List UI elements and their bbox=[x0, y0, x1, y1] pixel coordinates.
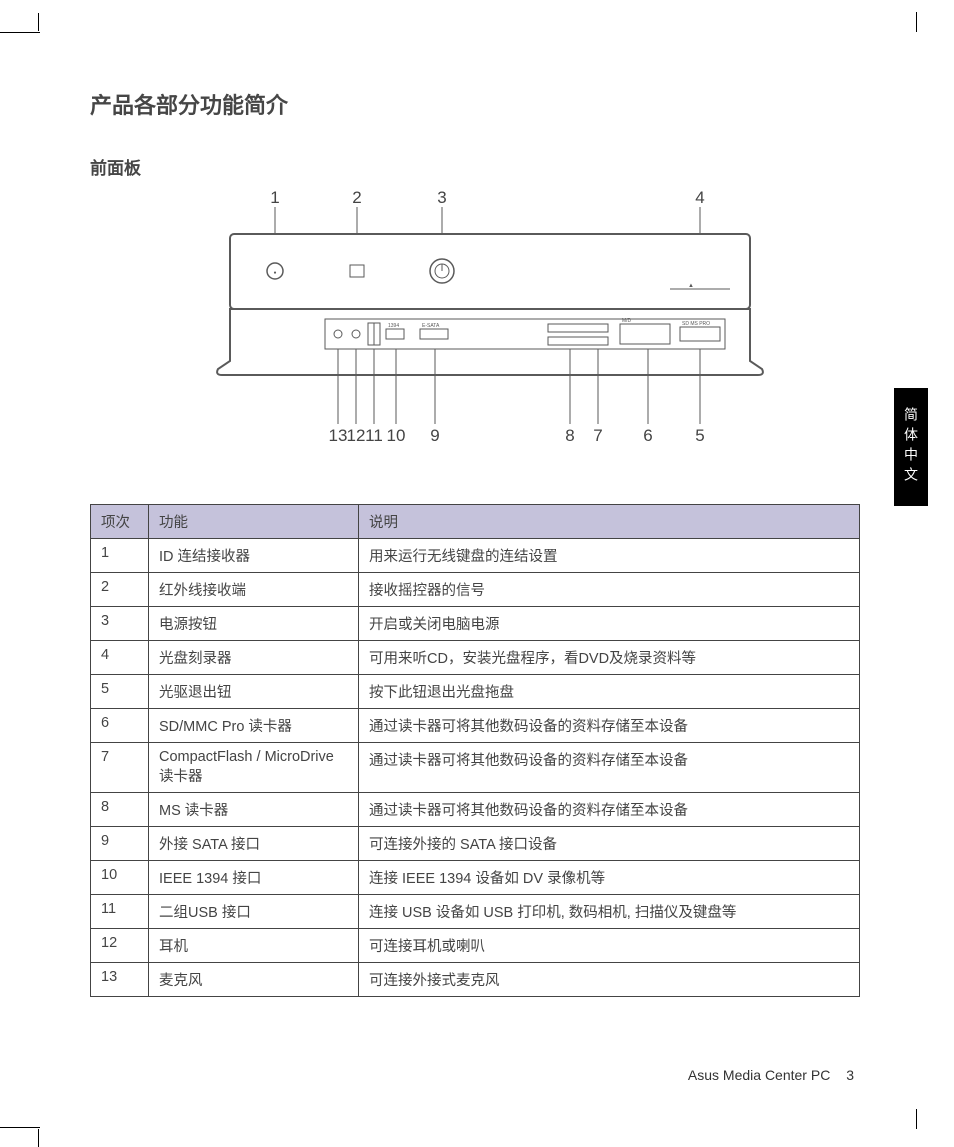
cell-description: 通过读卡器可将其他数码设备的资料存储至本设备 bbox=[359, 743, 860, 793]
crop-mark-tr bbox=[916, 12, 918, 32]
svg-text:1394: 1394 bbox=[388, 323, 399, 329]
crop-mark-br bbox=[916, 1109, 918, 1129]
cell-description: 接收摇控器的信号 bbox=[359, 573, 860, 607]
cell-description: 连接 USB 设备如 USB 打印机, 数码相机, 扫描仪及键盘等 bbox=[359, 895, 860, 929]
cell-function: 光驱退出钮 bbox=[149, 675, 359, 709]
cell-description: 开启或关闭电脑电源 bbox=[359, 607, 860, 641]
table-row: 8MS 读卡器通过读卡器可将其他数码设备的资料存储至本设备 bbox=[91, 793, 860, 827]
cell-function: 麦克风 bbox=[149, 963, 359, 997]
table-header-index: 项次 bbox=[91, 505, 149, 539]
cell-function: 外接 SATA 接口 bbox=[149, 827, 359, 861]
table-row: 13麦克风可连接外接式麦克风 bbox=[91, 963, 860, 997]
section-title: 产品各部分功能简介 bbox=[90, 88, 860, 120]
cell-function: IEEE 1394 接口 bbox=[149, 861, 359, 895]
svg-text:5: 5 bbox=[695, 426, 704, 445]
table-row: 11二组USB 接口连接 USB 设备如 USB 打印机, 数码相机, 扫描仪及… bbox=[91, 895, 860, 929]
svg-text:11: 11 bbox=[365, 426, 383, 445]
crop-mark-bl bbox=[0, 1127, 40, 1129]
cell-index: 11 bbox=[91, 895, 149, 929]
cell-description: 通过读卡器可将其他数码设备的资料存储至本设备 bbox=[359, 793, 860, 827]
svg-text:M/D: M/D bbox=[622, 318, 632, 324]
svg-text:13: 13 bbox=[329, 426, 348, 445]
svg-text:E-SATA: E-SATA bbox=[422, 323, 440, 329]
footer-product: Asus Media Center PC bbox=[688, 1067, 830, 1083]
svg-text:12: 12 bbox=[347, 426, 366, 445]
cell-index: 13 bbox=[91, 963, 149, 997]
cell-function: MS 读卡器 bbox=[149, 793, 359, 827]
cell-function: 二组USB 接口 bbox=[149, 895, 359, 929]
language-tab: 简体中文 bbox=[894, 388, 928, 506]
svg-text:6: 6 bbox=[643, 426, 652, 445]
cell-description: 按下此钮退出光盘拖盘 bbox=[359, 675, 860, 709]
svg-text:4: 4 bbox=[695, 189, 704, 207]
cell-description: 通过读卡器可将其他数码设备的资料存储至本设备 bbox=[359, 709, 860, 743]
cell-function: 电源按钮 bbox=[149, 607, 359, 641]
cell-index: 2 bbox=[91, 573, 149, 607]
table-row: 3电源按钮开启或关闭电脑电源 bbox=[91, 607, 860, 641]
cell-index: 7 bbox=[91, 743, 149, 793]
table-row: 6SD/MMC Pro 读卡器通过读卡器可将其他数码设备的资料存储至本设备 bbox=[91, 709, 860, 743]
cell-index: 1 bbox=[91, 539, 149, 573]
cell-description: 可连接耳机或喇叭 bbox=[359, 929, 860, 963]
cell-index: 5 bbox=[91, 675, 149, 709]
table-header-function: 功能 bbox=[149, 505, 359, 539]
table-header-description: 说明 bbox=[359, 505, 860, 539]
page-number: 3 bbox=[846, 1067, 854, 1083]
page-content: 产品各部分功能简介 前面板 1234●▲1394E-SATAM/DSD MS P… bbox=[90, 88, 860, 997]
front-panel-diagram: 1234●▲1394E-SATAM/DSD MS PRO131211109876… bbox=[210, 189, 770, 454]
svg-text:●: ● bbox=[273, 270, 276, 276]
cell-function: SD/MMC Pro 读卡器 bbox=[149, 709, 359, 743]
cell-function: CompactFlash / MicroDrive 读卡器 bbox=[149, 743, 359, 793]
cell-index: 8 bbox=[91, 793, 149, 827]
cell-function: ID 连结接收器 bbox=[149, 539, 359, 573]
crop-mark-tl bbox=[0, 32, 40, 34]
table-row: 4光盘刻录器可用来听CD，安装光盘程序，看DVD及烧录资料等 bbox=[91, 641, 860, 675]
cell-index: 10 bbox=[91, 861, 149, 895]
svg-text:9: 9 bbox=[430, 426, 439, 445]
cell-index: 12 bbox=[91, 929, 149, 963]
svg-text:2: 2 bbox=[352, 189, 361, 207]
table-row: 9外接 SATA 接口可连接外接的 SATA 接口设备 bbox=[91, 827, 860, 861]
sub-title: 前面板 bbox=[90, 154, 860, 179]
svg-text:1: 1 bbox=[270, 189, 279, 207]
cell-description: 可用来听CD，安装光盘程序，看DVD及烧录资料等 bbox=[359, 641, 860, 675]
cell-description: 可连接外接的 SATA 接口设备 bbox=[359, 827, 860, 861]
cell-index: 4 bbox=[91, 641, 149, 675]
svg-text:3: 3 bbox=[437, 189, 446, 207]
table-row: 10IEEE 1394 接口连接 IEEE 1394 设备如 DV 录像机等 bbox=[91, 861, 860, 895]
cell-index: 6 bbox=[91, 709, 149, 743]
cell-function: 红外线接收端 bbox=[149, 573, 359, 607]
svg-text:10: 10 bbox=[387, 426, 406, 445]
spec-table: 项次 功能 说明 1ID 连结接收器用来运行无线键盘的连结设置2红外线接收端接收… bbox=[90, 504, 860, 997]
table-row: 2红外线接收端接收摇控器的信号 bbox=[91, 573, 860, 607]
table-row: 12耳机可连接耳机或喇叭 bbox=[91, 929, 860, 963]
svg-text:8: 8 bbox=[565, 426, 574, 445]
cell-description: 可连接外接式麦克风 bbox=[359, 963, 860, 997]
svg-text:7: 7 bbox=[593, 426, 602, 445]
cell-description: 用来运行无线键盘的连结设置 bbox=[359, 539, 860, 573]
table-row: 1ID 连结接收器用来运行无线键盘的连结设置 bbox=[91, 539, 860, 573]
cell-function: 光盘刻录器 bbox=[149, 641, 359, 675]
cell-function: 耳机 bbox=[149, 929, 359, 963]
table-row: 5光驱退出钮按下此钮退出光盘拖盘 bbox=[91, 675, 860, 709]
cell-description: 连接 IEEE 1394 设备如 DV 录像机等 bbox=[359, 861, 860, 895]
table-row: 7CompactFlash / MicroDrive 读卡器通过读卡器可将其他数… bbox=[91, 743, 860, 793]
svg-text:SD MS PRO: SD MS PRO bbox=[682, 321, 710, 327]
cell-index: 9 bbox=[91, 827, 149, 861]
page-footer: Asus Media Center PC 3 bbox=[688, 1067, 854, 1083]
cell-index: 3 bbox=[91, 607, 149, 641]
svg-text:▲: ▲ bbox=[688, 283, 694, 289]
